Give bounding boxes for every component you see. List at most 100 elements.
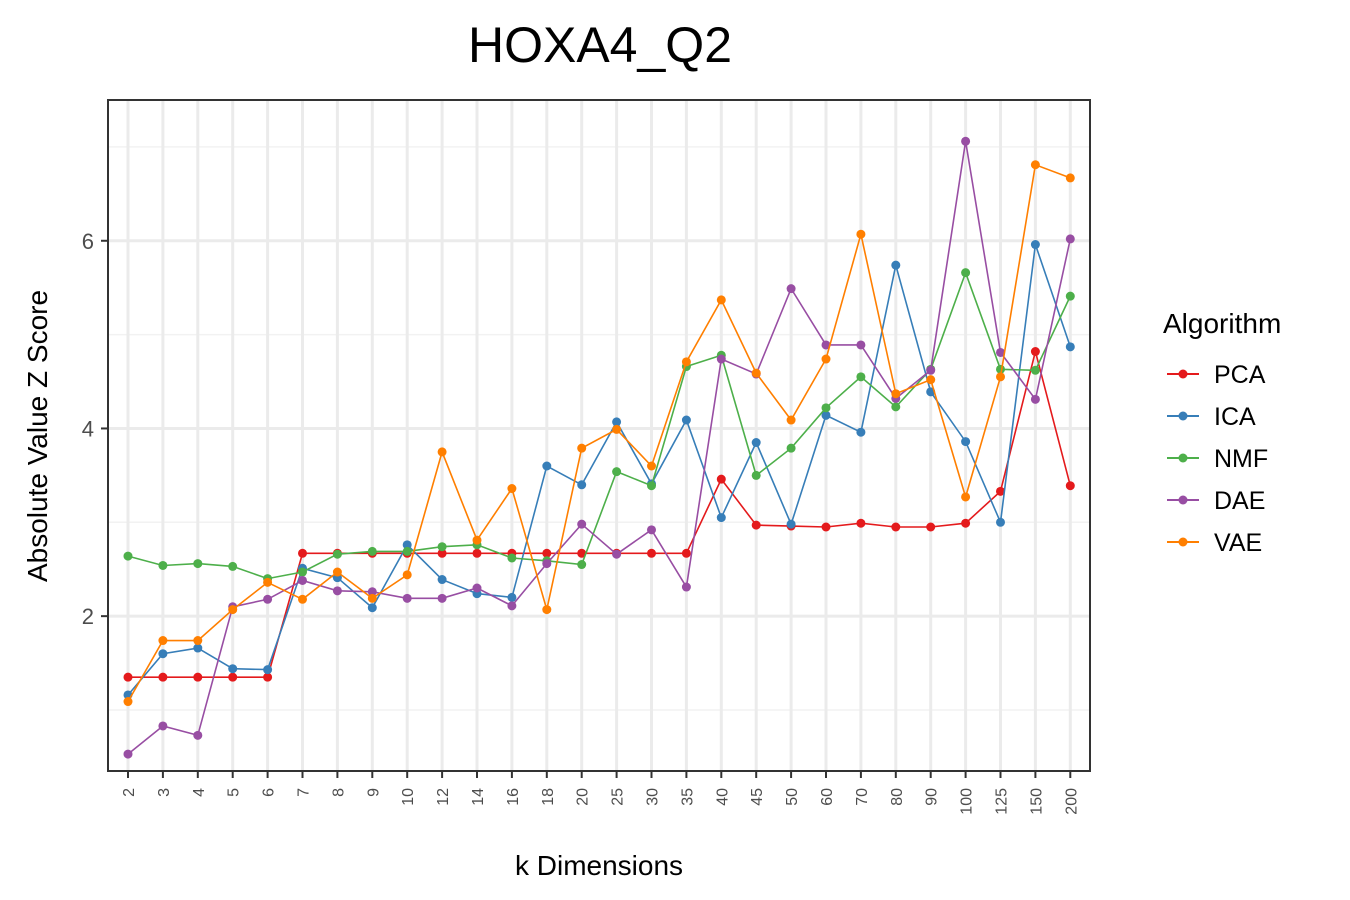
chart-title: HOXA4_Q2: [468, 17, 732, 73]
x-tick-label: 5: [226, 788, 243, 797]
data-point-pca: [298, 548, 307, 558]
data-point-vae: [612, 424, 622, 434]
data-point-ica: [1065, 342, 1075, 352]
data-point-nmf: [612, 467, 622, 477]
x-axis-title: k Dimensions: [515, 850, 683, 881]
data-point-dae: [961, 136, 971, 146]
data-point-dae: [926, 365, 936, 375]
data-point-ica: [158, 649, 168, 659]
data-point-vae: [821, 354, 831, 364]
legend-item-vae: VAE: [1167, 529, 1262, 557]
data-point-dae: [402, 593, 412, 603]
data-point-nmf: [891, 402, 901, 412]
data-point-nmf: [1030, 365, 1040, 375]
data-point-pca: [751, 520, 761, 530]
data-point-pca: [228, 672, 238, 682]
data-point-pca: [158, 672, 168, 682]
data-point-ica: [612, 417, 622, 427]
data-point-vae: [507, 484, 517, 494]
data-point-dae: [332, 586, 342, 596]
data-point-dae: [821, 340, 831, 350]
data-point-nmf: [821, 403, 831, 413]
x-tick-label: 8: [330, 788, 347, 797]
data-point-nmf: [437, 542, 447, 552]
x-tick-label: 25: [610, 788, 627, 806]
x-tick-label: 70: [854, 788, 871, 806]
data-point-dae: [472, 583, 482, 593]
data-point-ica: [507, 592, 517, 602]
series-line-ica: [127, 244, 1072, 696]
data-point-vae: [263, 577, 273, 587]
data-point-dae: [716, 354, 726, 364]
x-tick-label: 7: [296, 788, 313, 797]
y-axis-title: Absolute Value Z Score: [22, 290, 53, 582]
data-point-vae: [577, 443, 587, 453]
y-tick-label: 6: [82, 229, 94, 254]
data-point-nmf: [123, 551, 133, 561]
data-point-vae: [681, 357, 691, 367]
x-tick-label: 4: [191, 788, 208, 797]
data-point-nmf: [577, 560, 587, 570]
data-point-vae: [751, 368, 761, 378]
x-tick-label: 45: [749, 788, 766, 806]
x-tick-label: 9: [365, 788, 382, 797]
x-tick-label: 100: [959, 788, 976, 815]
x-tick-label: 16: [505, 788, 522, 806]
x-tick-label: 50: [784, 788, 801, 806]
legend-label: VAE: [1214, 529, 1262, 557]
data-point-pca: [961, 518, 971, 528]
data-point-ica: [786, 519, 796, 529]
data-point-dae: [577, 519, 587, 529]
y-tick-label: 2: [82, 604, 94, 629]
data-point-pca: [821, 522, 831, 532]
data-point-pca: [542, 548, 552, 558]
x-tick-label: 3: [156, 788, 173, 797]
x-tick-label: 35: [679, 788, 696, 806]
data-point-ica: [193, 643, 203, 653]
legend-label: PCA: [1214, 361, 1266, 389]
series-ica: [123, 240, 1075, 700]
data-point-pca: [1065, 481, 1075, 491]
series-dae: [123, 136, 1075, 759]
y-axis: 2 4 6: [82, 229, 108, 629]
data-point-dae: [542, 559, 552, 569]
legend-key-point: [1178, 411, 1188, 421]
data-point-vae: [123, 697, 133, 707]
data-point-dae: [367, 587, 377, 597]
data-point-dae: [1065, 234, 1075, 244]
data-point-ica: [751, 438, 761, 448]
data-point-nmf: [751, 470, 761, 480]
x-tick-label: 18: [540, 788, 557, 806]
legend-key-point: [1178, 495, 1188, 505]
data-point-vae: [298, 594, 307, 604]
data-point-pca: [856, 518, 866, 528]
data-point-vae: [228, 605, 238, 615]
data-point-nmf: [507, 553, 517, 563]
legend-label: ICA: [1214, 403, 1256, 431]
series-vae: [123, 160, 1075, 707]
legend-key-point: [1178, 369, 1188, 379]
data-point-vae: [996, 372, 1005, 382]
legend-label: NMF: [1214, 445, 1268, 473]
legend-items: PCA ICA NMF DAE VAE: [1167, 361, 1268, 557]
data-point-nmf: [367, 546, 377, 556]
series-line-nmf: [127, 270, 1072, 580]
series-line-vae: [127, 163, 1071, 702]
data-point-dae: [856, 340, 866, 350]
x-tick-label: 40: [714, 788, 731, 806]
data-point-nmf: [856, 372, 866, 382]
data-point-vae: [193, 636, 203, 646]
data-point-ica: [228, 664, 238, 674]
data-point-nmf: [786, 443, 796, 453]
data-point-ica: [716, 513, 726, 523]
data-point-vae: [716, 295, 726, 305]
x-tick-label: 12: [435, 788, 452, 806]
x-tick-label: 10: [400, 788, 417, 806]
x-tick-label: 2: [121, 788, 138, 797]
data-point-vae: [961, 492, 971, 502]
data-point-pca: [891, 522, 901, 532]
data-point-dae: [786, 284, 796, 294]
legend-item-nmf: NMF: [1167, 445, 1268, 473]
x-tick-label: 60: [819, 788, 836, 806]
data-point-dae: [158, 721, 168, 731]
